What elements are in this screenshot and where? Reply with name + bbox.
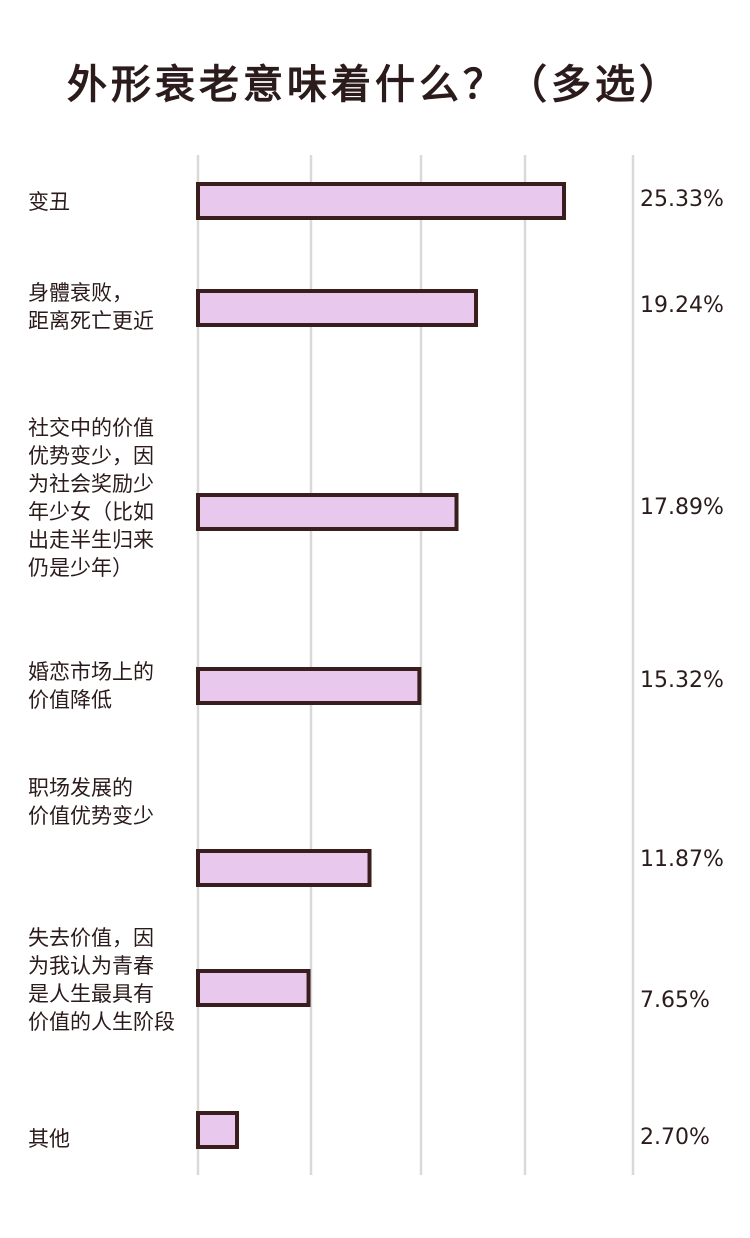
category-label: 职场发展的 价值优势变少: [28, 776, 154, 828]
bar: [196, 667, 422, 705]
value-label: 7.65%: [640, 988, 710, 1013]
value-label: 25.33%: [640, 187, 724, 212]
category-label: 社交中的价值 优势变少，因 为社会奖励少 年少女（比如 出走半生归来 仍是少年）: [28, 416, 154, 580]
bars: [196, 182, 567, 1149]
category-label: 变丑: [28, 190, 70, 214]
value-label: 17.89%: [640, 495, 724, 520]
bar: [196, 849, 372, 887]
category-label: 失去价值，因 为我认为青春 是人生最具有 价值的人生阶段: [28, 926, 175, 1034]
bar: [196, 182, 567, 220]
bar: [196, 969, 311, 1007]
bar: [196, 289, 479, 327]
bar: [196, 493, 459, 531]
value-label: 11.87%: [640, 847, 724, 872]
value-label: 19.24%: [640, 293, 724, 318]
chart-title: 外形衰老意味着什么？（多选）: [67, 62, 683, 108]
category-label: 身體衰败， 距离死亡更近: [28, 281, 154, 333]
category-label: 婚恋市场上的 价值降低: [28, 660, 154, 712]
bar: [196, 1111, 240, 1149]
value-label: 2.70%: [640, 1125, 710, 1150]
value-label: 15.32%: [640, 668, 724, 693]
category-label: 其他: [28, 1127, 70, 1151]
